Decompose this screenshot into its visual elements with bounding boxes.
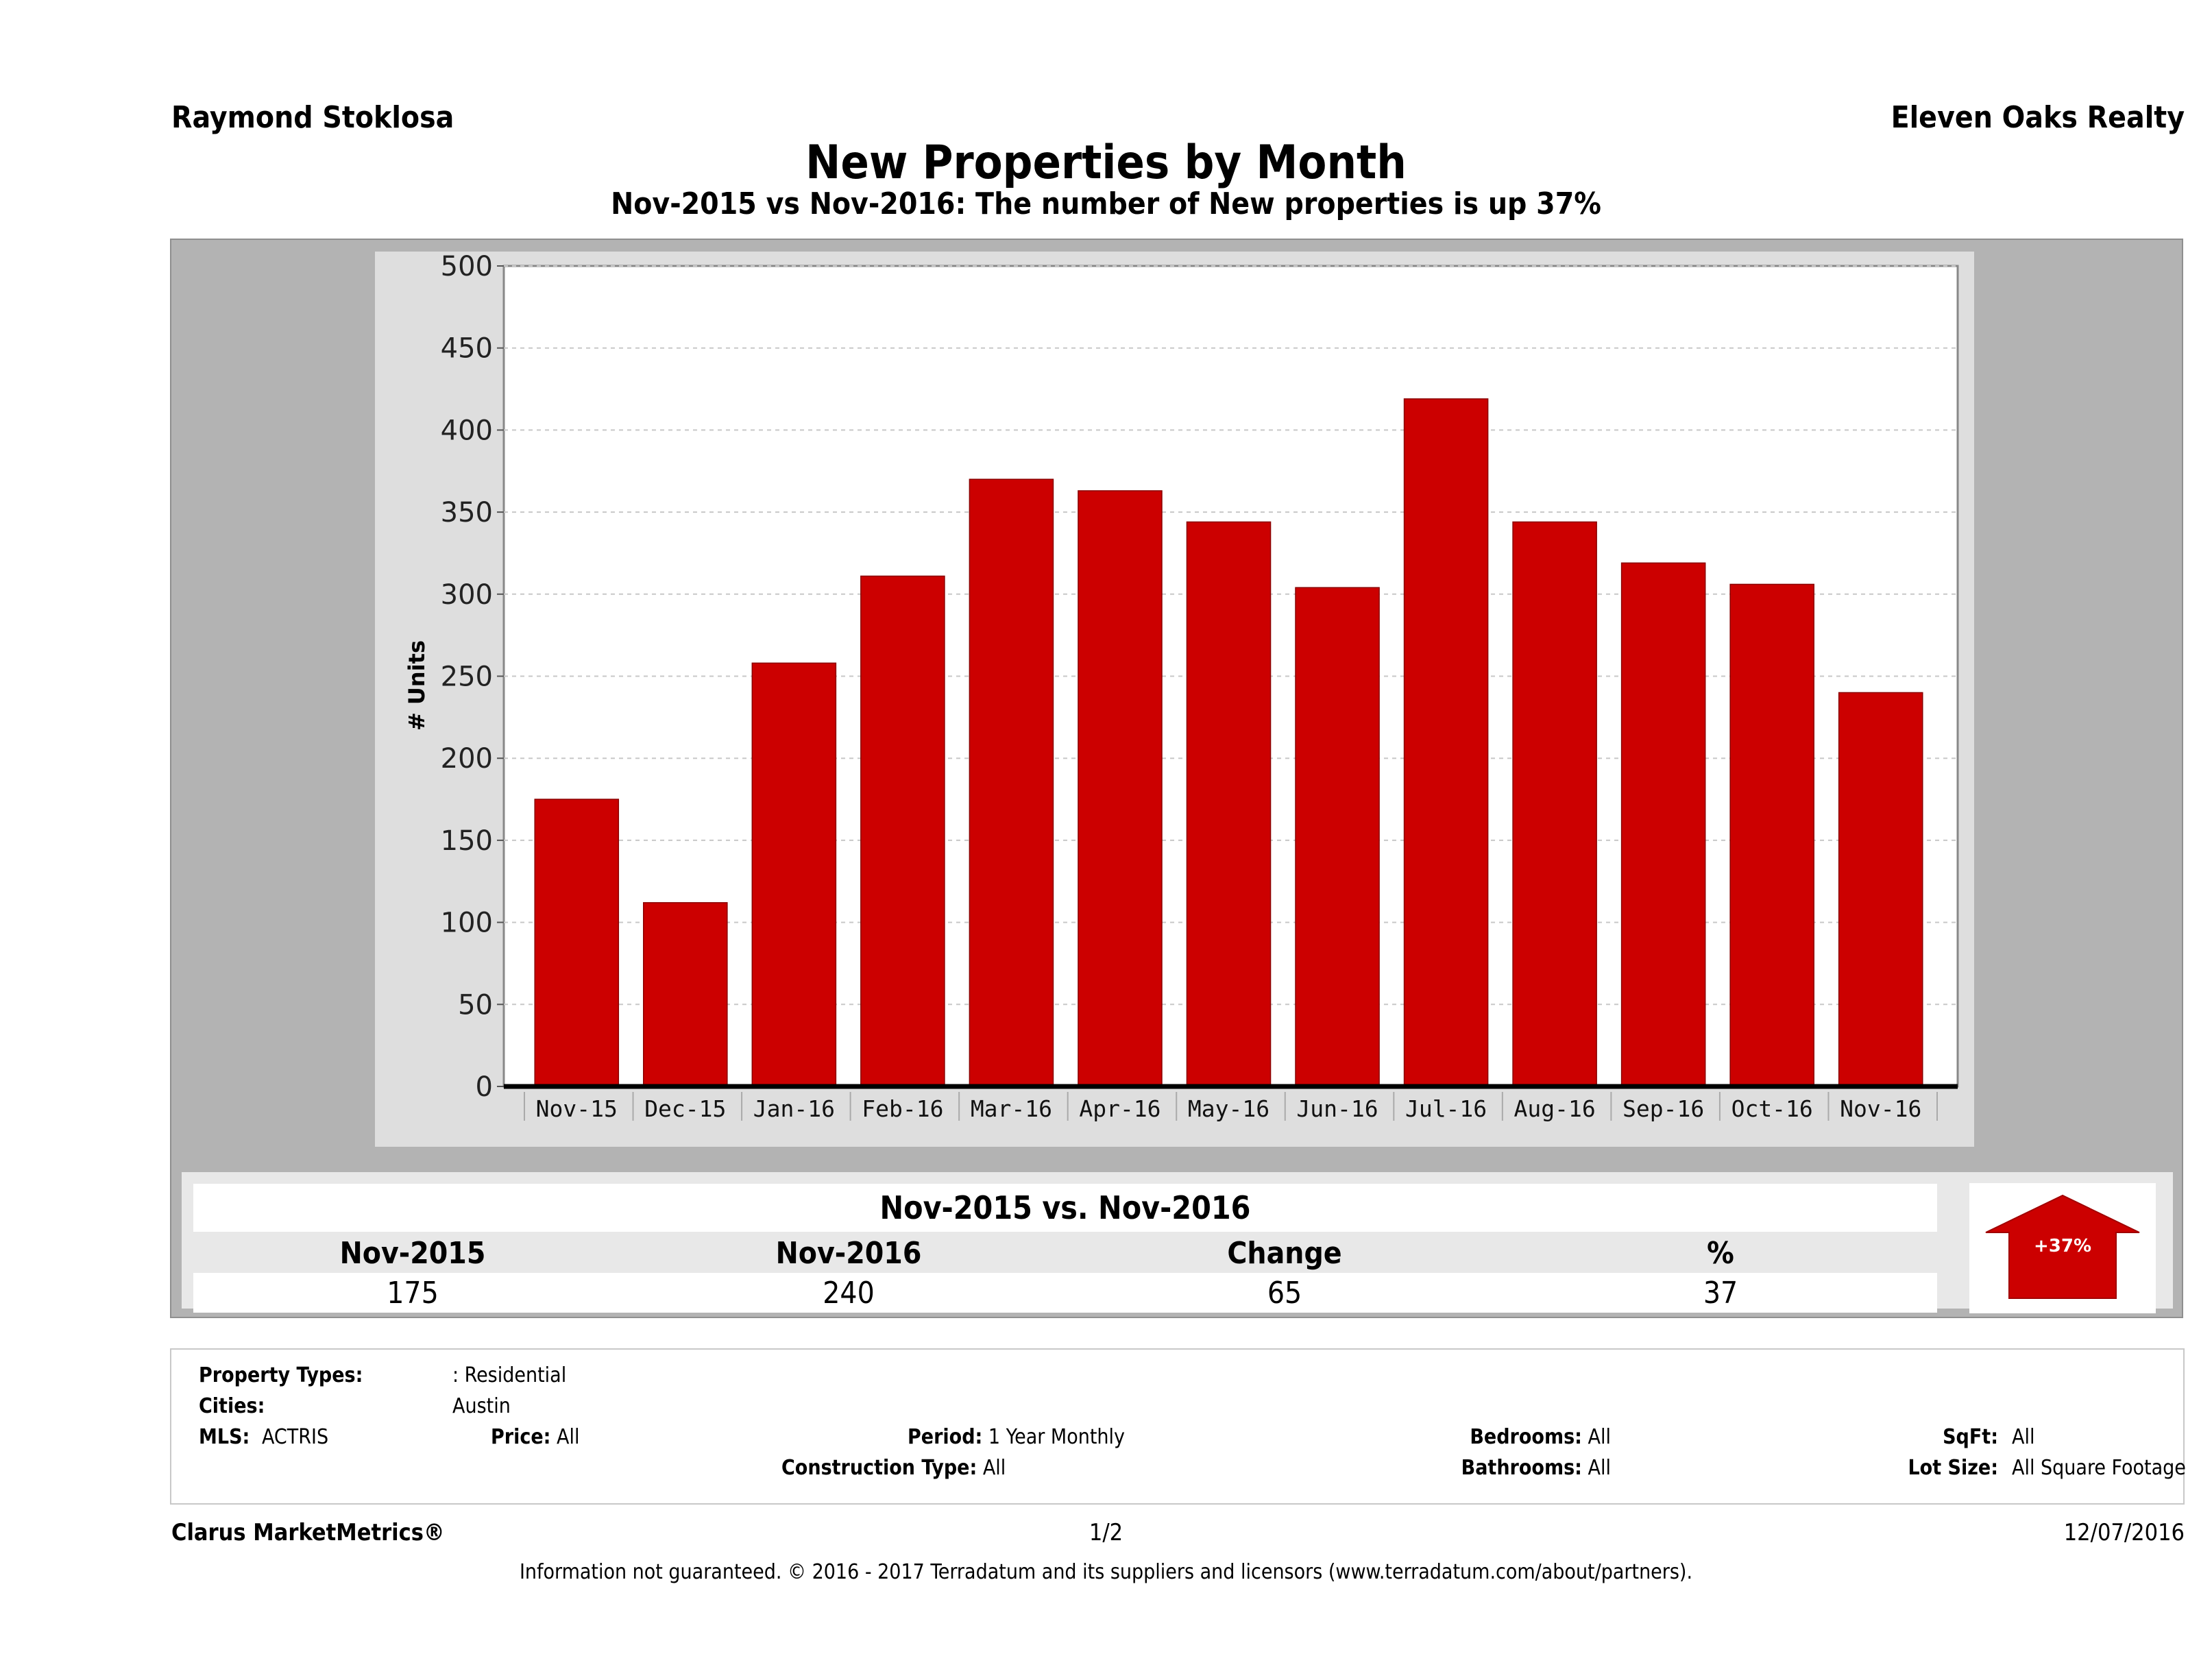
value-nov-2016: 240	[823, 1276, 875, 1311]
bathrooms-value: All	[1588, 1456, 1611, 1480]
bar-oct-16	[1729, 583, 1814, 1087]
filter-summary: Property Types: : Residential Cities: Au…	[170, 1348, 2186, 1505]
company-name: Eleven Oaks Realty	[1891, 100, 2185, 135]
comparison-panel: Nov-2015 vs. Nov-2016 Nov-2015 Nov-2016 …	[182, 1172, 2173, 1313]
value-percent: 37	[1703, 1276, 1738, 1311]
bedrooms-label: Bedrooms:	[1470, 1425, 1582, 1449]
page-number: 1/2	[1089, 1519, 1123, 1546]
bar-chart: 0 50 100 150 200 250 300 350 400 450 500 Nov-15 Dec…	[404, 252, 1959, 1122]
x-tick-label: May-16	[1188, 1095, 1269, 1122]
disclaimer: Information not guaranteed. © 2016 - 201…	[519, 1560, 1693, 1584]
bathrooms-label: Bathrooms:	[1461, 1456, 1582, 1480]
gridlines-overlay	[504, 265, 1958, 1006]
bar-jul-16	[1403, 398, 1489, 1087]
x-tick-label: Nov-15	[536, 1095, 618, 1122]
brand-name: Clarus MarketMetrics®	[171, 1519, 445, 1546]
comparison-title-row: Nov-2015 vs. Nov-2016	[193, 1184, 1937, 1232]
bar-sep-16	[1620, 562, 1706, 1087]
y-tick-label: 300	[441, 579, 493, 611]
page-subtitle: Nov-2015 vs Nov-2016: The number of New …	[611, 186, 1601, 221]
mls-value: ACTRIS	[262, 1425, 329, 1449]
y-tick-label: 0	[476, 1071, 493, 1103]
y-tick-label: 200	[441, 743, 493, 775]
bar-mar-16	[969, 478, 1054, 1087]
period-value: 1 Year Monthly	[988, 1425, 1125, 1449]
value-nov-2015: 175	[387, 1276, 439, 1311]
cities-label: Cities:	[199, 1394, 265, 1418]
construction-label: Construction Type:	[781, 1456, 977, 1480]
x-tick-label: Feb-16	[862, 1095, 943, 1122]
y-tick-label: 350	[441, 497, 493, 528]
header-change: Change	[1227, 1236, 1342, 1271]
x-tick-label: Oct-16	[1731, 1095, 1813, 1122]
period-label: Period:	[908, 1425, 983, 1449]
bar-jan-16	[751, 662, 837, 1087]
value-change: 65	[1267, 1276, 1302, 1311]
x-tick-label: Jan-16	[753, 1095, 835, 1122]
lot-size-value: All Square Footage	[2012, 1456, 2186, 1480]
price-value: All	[557, 1425, 580, 1449]
x-tick-label: Aug-16	[1514, 1095, 1596, 1122]
change-badge-text: +37%	[2034, 1236, 2091, 1256]
bedrooms-value: All	[1588, 1425, 1611, 1449]
bar-dec-15	[643, 902, 728, 1087]
comparison-header-row: Nov-2015 Nov-2016 Change %	[193, 1232, 1937, 1273]
up-arrow-icon: +37%	[1985, 1194, 2140, 1299]
cities-value: Austin	[452, 1394, 511, 1418]
bar-apr-16	[1078, 490, 1163, 1087]
x-tick-label: Jul-16	[1405, 1095, 1487, 1122]
x-tick-label: Nov-16	[1840, 1095, 1921, 1122]
bar-nov-16	[1838, 692, 1923, 1087]
y-axis-label: # Units	[404, 640, 430, 731]
sqft-value: All	[2012, 1425, 2035, 1449]
bar-aug-16	[1512, 521, 1597, 1087]
x-tick-label: Apr-16	[1079, 1095, 1160, 1122]
x-axis-ticks: Nov-15 Dec-15 Jan-16 Feb-16 Mar-16 Apr-16 May-…	[524, 1092, 1938, 1122]
bar-may-16	[1186, 521, 1272, 1087]
x-tick-label: Sep-16	[1622, 1095, 1704, 1122]
header-nov-2016: Nov-2016	[775, 1236, 922, 1271]
price-label: Price:	[491, 1425, 551, 1449]
y-tick-label: 500	[441, 252, 493, 282]
y-tick-label: 400	[441, 415, 493, 446]
y-tick-label: 250	[441, 661, 493, 693]
x-tick-label: Jun-16	[1296, 1095, 1378, 1122]
property-types-value: : Residential	[452, 1363, 567, 1387]
sqft-label: SqFt:	[1943, 1425, 1998, 1449]
y-tick-label: 150	[441, 825, 493, 857]
agent-name: Raymond Stoklosa	[171, 100, 454, 135]
page-title: New Properties by Month	[805, 136, 1407, 190]
bar-feb-16	[860, 575, 945, 1087]
mls-label: MLS:	[199, 1425, 250, 1449]
change-indicator: +37%	[1969, 1183, 2156, 1313]
x-tick-label: Mar-16	[971, 1095, 1052, 1122]
bar-jun-16	[1295, 587, 1380, 1087]
y-tick-label: 100	[441, 908, 493, 939]
header-percent: %	[1707, 1236, 1734, 1271]
lot-size-label: Lot Size:	[1908, 1456, 1998, 1480]
y-axis-ticks: 0 50 100 150 200 250 300 350 400 450 500	[441, 252, 504, 1103]
construction-value: All	[982, 1456, 1006, 1480]
y-tick-label: 450	[441, 333, 493, 365]
header-nov-2015: Nov-2015	[339, 1236, 486, 1271]
x-tick-label: Dec-15	[644, 1095, 726, 1122]
bars	[534, 398, 1923, 1087]
property-types-label: Property Types:	[199, 1363, 363, 1387]
report-date: 12/07/2016	[2063, 1519, 2185, 1546]
comparison-title: Nov-2015 vs. Nov-2016	[879, 1189, 1251, 1226]
bar-nov-15	[534, 799, 620, 1087]
comparison-value-row: 175 240 65 37	[193, 1273, 1937, 1313]
y-tick-label: 50	[458, 989, 493, 1021]
